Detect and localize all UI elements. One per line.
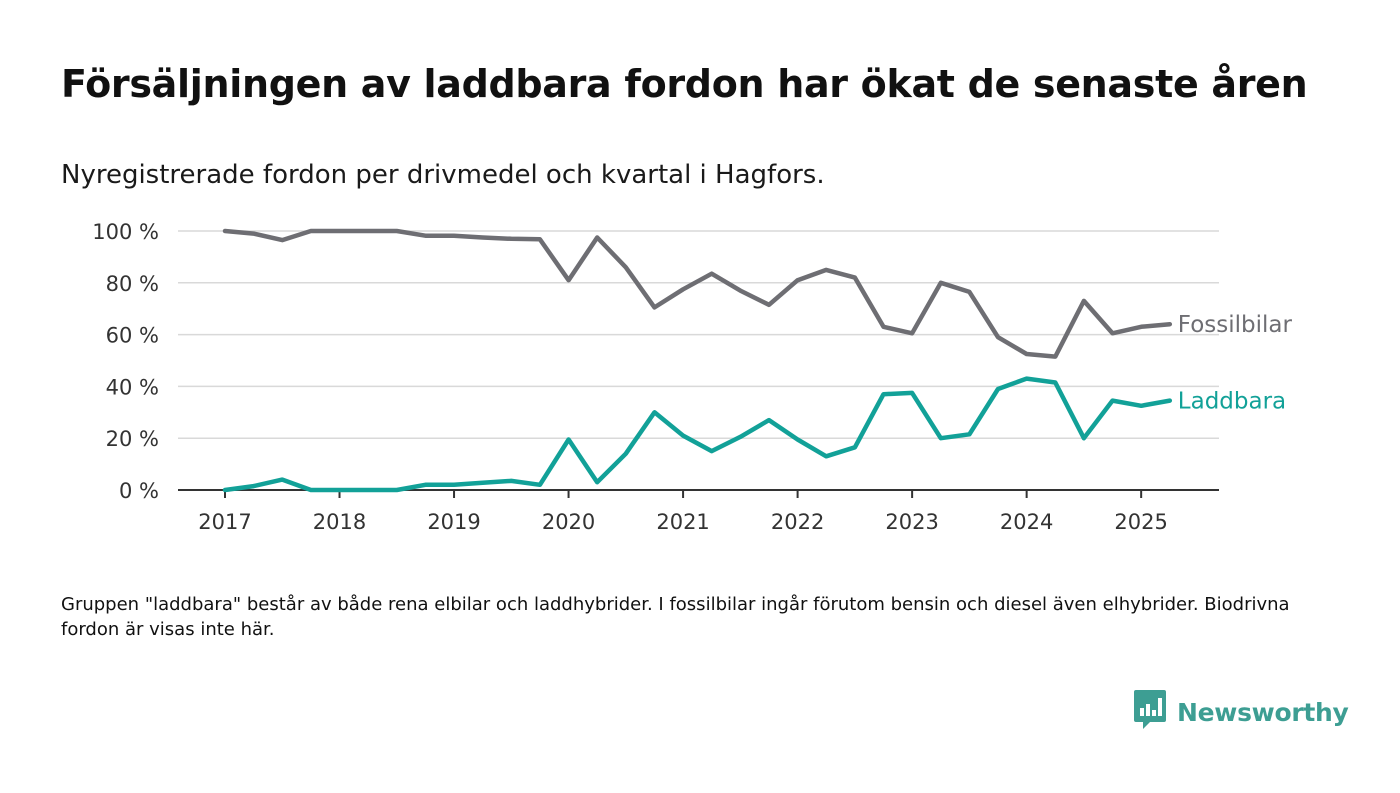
series-line-laddbara <box>222 376 1173 493</box>
footnote: Gruppen "laddbara" består av både rena e… <box>61 594 1290 640</box>
x-tick-label: 2020 <box>542 510 595 534</box>
x-tick-label: 2022 <box>771 510 824 534</box>
brand-logo[interactable]: Newsworthy <box>1133 690 1349 734</box>
series-label-fossilbilar: Fossilbilar <box>1178 312 1293 338</box>
x-tick-label: 2018 <box>313 510 366 534</box>
x-tick-label: 2023 <box>885 510 938 534</box>
x-tick-label: 2021 <box>656 510 709 534</box>
y-tick-label: 0 % <box>119 479 159 503</box>
x-axis-ticks: 2017 2018 2019 2020 2021 2022 2023 2024 2025 <box>198 490 1168 534</box>
x-tick-label: 2025 <box>1114 510 1167 534</box>
y-tick-label: 100 % <box>92 220 159 244</box>
series-label-laddbara: Laddbara <box>1178 389 1286 415</box>
x-tick-label: 2024 <box>1000 510 1053 534</box>
series-labels: Fossilbilar Laddbara <box>1178 312 1293 414</box>
chart-title: Försäljningen av laddbara fordon har öka… <box>61 62 1308 106</box>
line-chart: 0 % 20 % 40 % 60 % 80 % 100 % 2017 2018 2019 202… <box>92 220 1293 534</box>
y-tick-label: 60 % <box>106 324 159 348</box>
grid-lines <box>178 230 1219 439</box>
x-tick-label: 2019 <box>427 510 480 534</box>
newsworthy-logo-icon <box>1133 688 1167 736</box>
y-tick-label: 40 % <box>106 375 159 399</box>
chart-subtitle: Nyregistrerade fordon per drivmedel och … <box>61 160 825 190</box>
series-line-fossilbilar <box>222 228 1173 359</box>
x-tick-label: 2017 <box>198 510 251 534</box>
series-lines <box>222 228 1173 493</box>
y-tick-label: 20 % <box>106 427 159 451</box>
y-axis-ticks: 0 % 20 % 40 % 60 % 80 % 100 % <box>92 220 159 503</box>
brand-name: Newsworthy <box>1177 697 1349 727</box>
y-tick-label: 80 % <box>106 272 159 296</box>
